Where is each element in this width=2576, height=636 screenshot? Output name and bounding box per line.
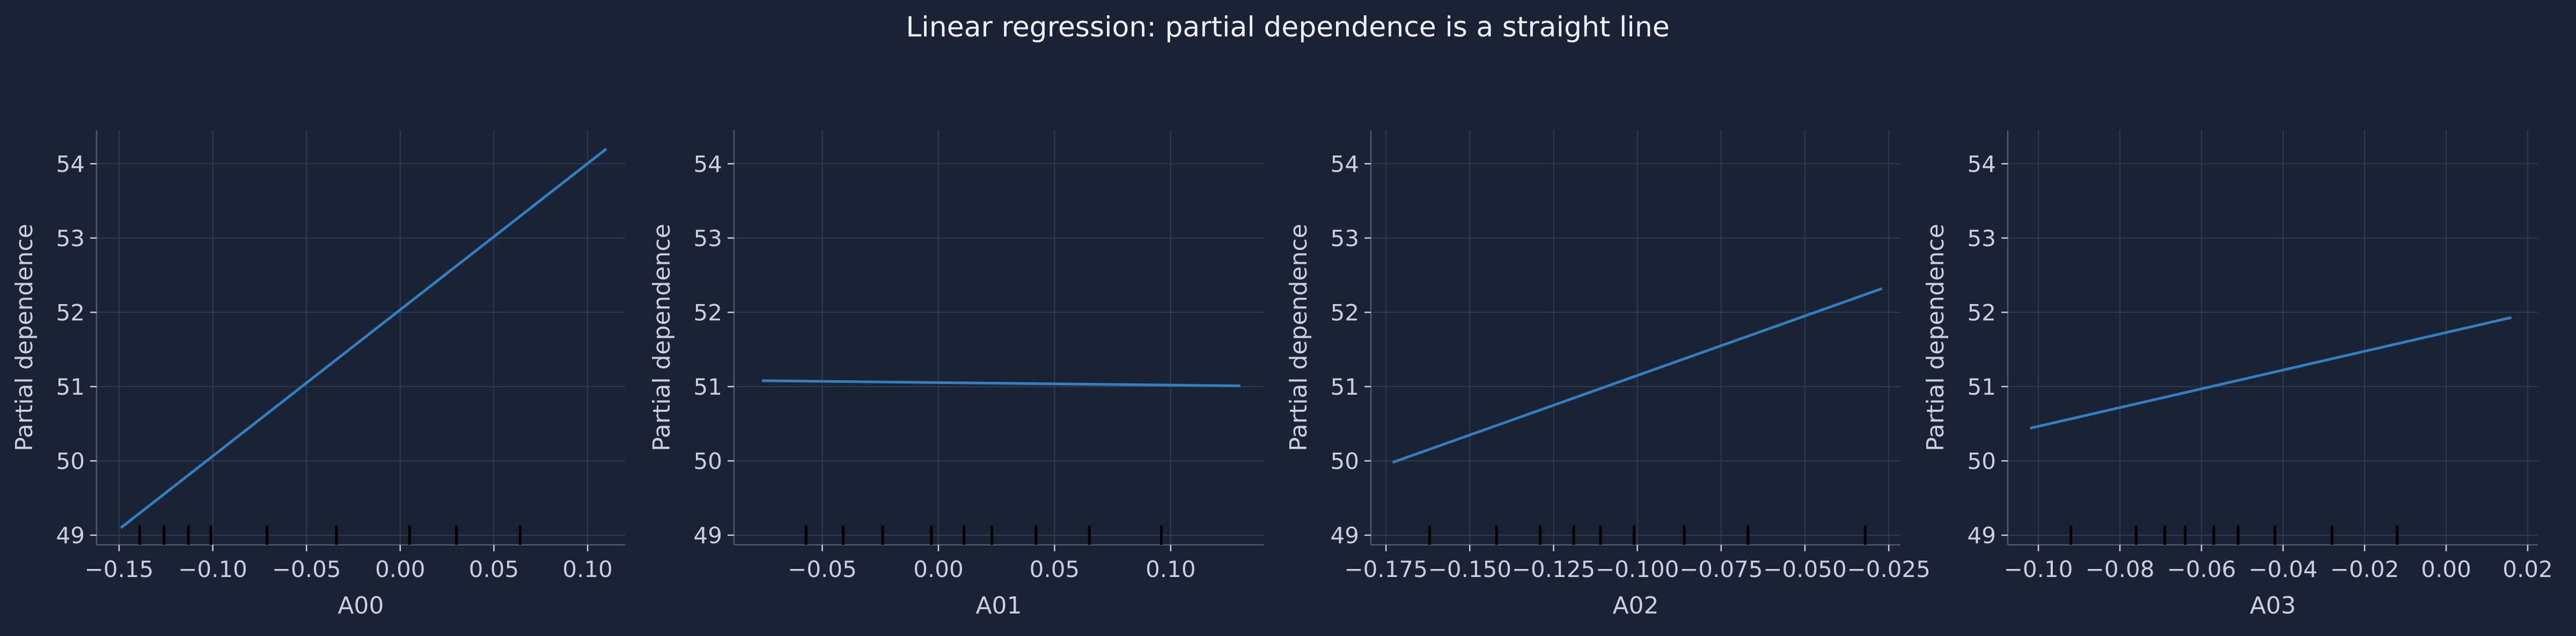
x-tick-label: −0.050 bbox=[1763, 556, 1846, 582]
x-tick-label: −0.08 bbox=[2086, 556, 2155, 582]
y-tick-label: 50 bbox=[1968, 448, 1996, 474]
panels: 49 50 51 52 53 54 −0.15 −0.10 −0.05 0.00 0.05 0.10 A… bbox=[11, 130, 2553, 619]
x-tick-label: −0.175 bbox=[1344, 556, 1427, 582]
y-tick-label: 51 bbox=[694, 374, 722, 400]
y-tick-label: 54 bbox=[1968, 151, 1996, 177]
x-tick-label: −0.100 bbox=[1596, 556, 1679, 582]
partial-dependence-line bbox=[1392, 287, 1883, 464]
x-axis-label: A00 bbox=[337, 592, 384, 619]
x-axis-label: A01 bbox=[975, 592, 1022, 619]
partial-dependence-line bbox=[761, 379, 1241, 388]
y-tick-label: 53 bbox=[56, 225, 85, 252]
partial-dependence-line bbox=[2030, 316, 2512, 430]
y-tick-label: 50 bbox=[56, 448, 85, 474]
subplot-a03: 49 50 51 52 53 54 −0.10 −0.08 −0.06 −0.04 −0.02 0.0… bbox=[1922, 130, 2553, 619]
y-tick-label: 54 bbox=[1331, 151, 1359, 177]
x-tick-label: −0.06 bbox=[2167, 556, 2236, 582]
y-tick-label: 50 bbox=[694, 448, 722, 474]
x-tick-label: −0.150 bbox=[1428, 556, 1511, 582]
y-tick-label: 49 bbox=[1331, 522, 1359, 549]
x-tick-label: 0.02 bbox=[2502, 556, 2553, 582]
x-tick-label: −0.04 bbox=[2249, 556, 2318, 582]
y-tick-label: 52 bbox=[694, 299, 722, 326]
x-tick-label: −0.05 bbox=[272, 556, 341, 582]
x-tick-label: −0.10 bbox=[178, 556, 247, 582]
x-tick-label: −0.05 bbox=[788, 556, 857, 582]
x-tick-label: −0.025 bbox=[1847, 556, 1930, 582]
x-tick-label: 0.05 bbox=[1030, 556, 1080, 582]
y-tick-label: 51 bbox=[1968, 374, 1996, 400]
y-tick-label: 52 bbox=[1968, 299, 1996, 326]
x-tick-label: −0.125 bbox=[1512, 556, 1595, 582]
y-tick-label: 52 bbox=[56, 299, 85, 326]
figure-title: Linear regression: partial dependence is… bbox=[906, 11, 1669, 43]
subplot-a01: 49 50 51 52 53 54 −0.05 0.00 0.05 0.10 A01 Partial … bbox=[648, 130, 1264, 619]
x-tick-label: −0.15 bbox=[85, 556, 154, 582]
x-tick-label: 0.10 bbox=[562, 556, 613, 582]
y-tick-label: 49 bbox=[1968, 522, 1996, 549]
y-tick-label: 53 bbox=[694, 225, 722, 252]
x-tick-label: −0.02 bbox=[2330, 556, 2399, 582]
y-tick-label: 49 bbox=[694, 522, 722, 549]
subplot-a00: 49 50 51 52 53 54 −0.15 −0.10 −0.05 0.00 0.05 0.10 A… bbox=[11, 130, 625, 619]
x-tick-label: 0.00 bbox=[913, 556, 964, 582]
x-tick-label: −0.075 bbox=[1679, 556, 1763, 582]
y-tick-label: 50 bbox=[1331, 448, 1359, 474]
y-tick-label: 52 bbox=[1331, 299, 1359, 326]
x-tick-label: 0.00 bbox=[2421, 556, 2471, 582]
x-axis-label: A03 bbox=[2250, 592, 2296, 619]
x-tick-label: 0.10 bbox=[1146, 556, 1196, 582]
y-axis-label: Partial dependence bbox=[1285, 224, 1312, 451]
x-tick-label: 0.05 bbox=[469, 556, 519, 582]
y-tick-label: 54 bbox=[56, 151, 85, 177]
y-tick-label: 51 bbox=[1331, 374, 1359, 400]
x-axis-label: A02 bbox=[1612, 592, 1658, 619]
partial-dependence-line bbox=[120, 147, 607, 529]
y-tick-label: 54 bbox=[694, 151, 722, 177]
x-tick-label: −0.10 bbox=[2004, 556, 2073, 582]
y-tick-label: 49 bbox=[56, 522, 85, 549]
x-tick-label: 0.00 bbox=[375, 556, 425, 582]
y-tick-label: 51 bbox=[56, 374, 85, 400]
y-axis-label: Partial dependence bbox=[1922, 224, 1949, 451]
y-tick-label: 53 bbox=[1331, 225, 1359, 252]
y-axis-label: Partial dependence bbox=[11, 224, 38, 451]
y-axis-label: Partial dependence bbox=[648, 224, 676, 451]
y-tick-label: 53 bbox=[1968, 225, 1996, 252]
